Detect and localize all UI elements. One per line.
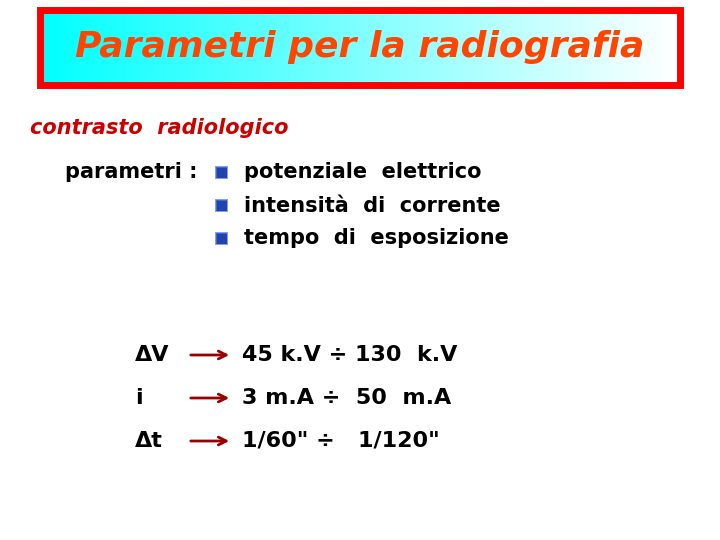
- Text: ΔV: ΔV: [135, 345, 169, 365]
- Text: Parametri per la radiografia: Parametri per la radiografia: [76, 30, 644, 64]
- Text: intensità  di  corrente: intensità di corrente: [244, 195, 500, 215]
- Text: Δt: Δt: [135, 431, 163, 451]
- Text: 45 k.V ÷ 130  k.V: 45 k.V ÷ 130 k.V: [242, 345, 457, 365]
- Text: 1/60" ÷   1/120": 1/60" ÷ 1/120": [242, 431, 440, 451]
- Bar: [217, 168, 227, 178]
- Text: 3 m.A ÷  50  m.A: 3 m.A ÷ 50 m.A: [242, 388, 451, 408]
- Bar: [215, 199, 228, 212]
- Text: parametri :: parametri :: [65, 162, 197, 182]
- Bar: [215, 166, 228, 179]
- Bar: [217, 201, 227, 211]
- Bar: [216, 167, 227, 178]
- Bar: [40, 10, 680, 85]
- Bar: [216, 200, 227, 211]
- Bar: [216, 233, 227, 244]
- Bar: [215, 232, 228, 245]
- Text: potenziale  elettrico: potenziale elettrico: [244, 163, 482, 183]
- Bar: [217, 234, 227, 244]
- Text: tempo  di  esposizione: tempo di esposizione: [244, 228, 509, 248]
- Text: i: i: [135, 388, 143, 408]
- Text: contrasto  radiologico: contrasto radiologico: [30, 118, 289, 138]
